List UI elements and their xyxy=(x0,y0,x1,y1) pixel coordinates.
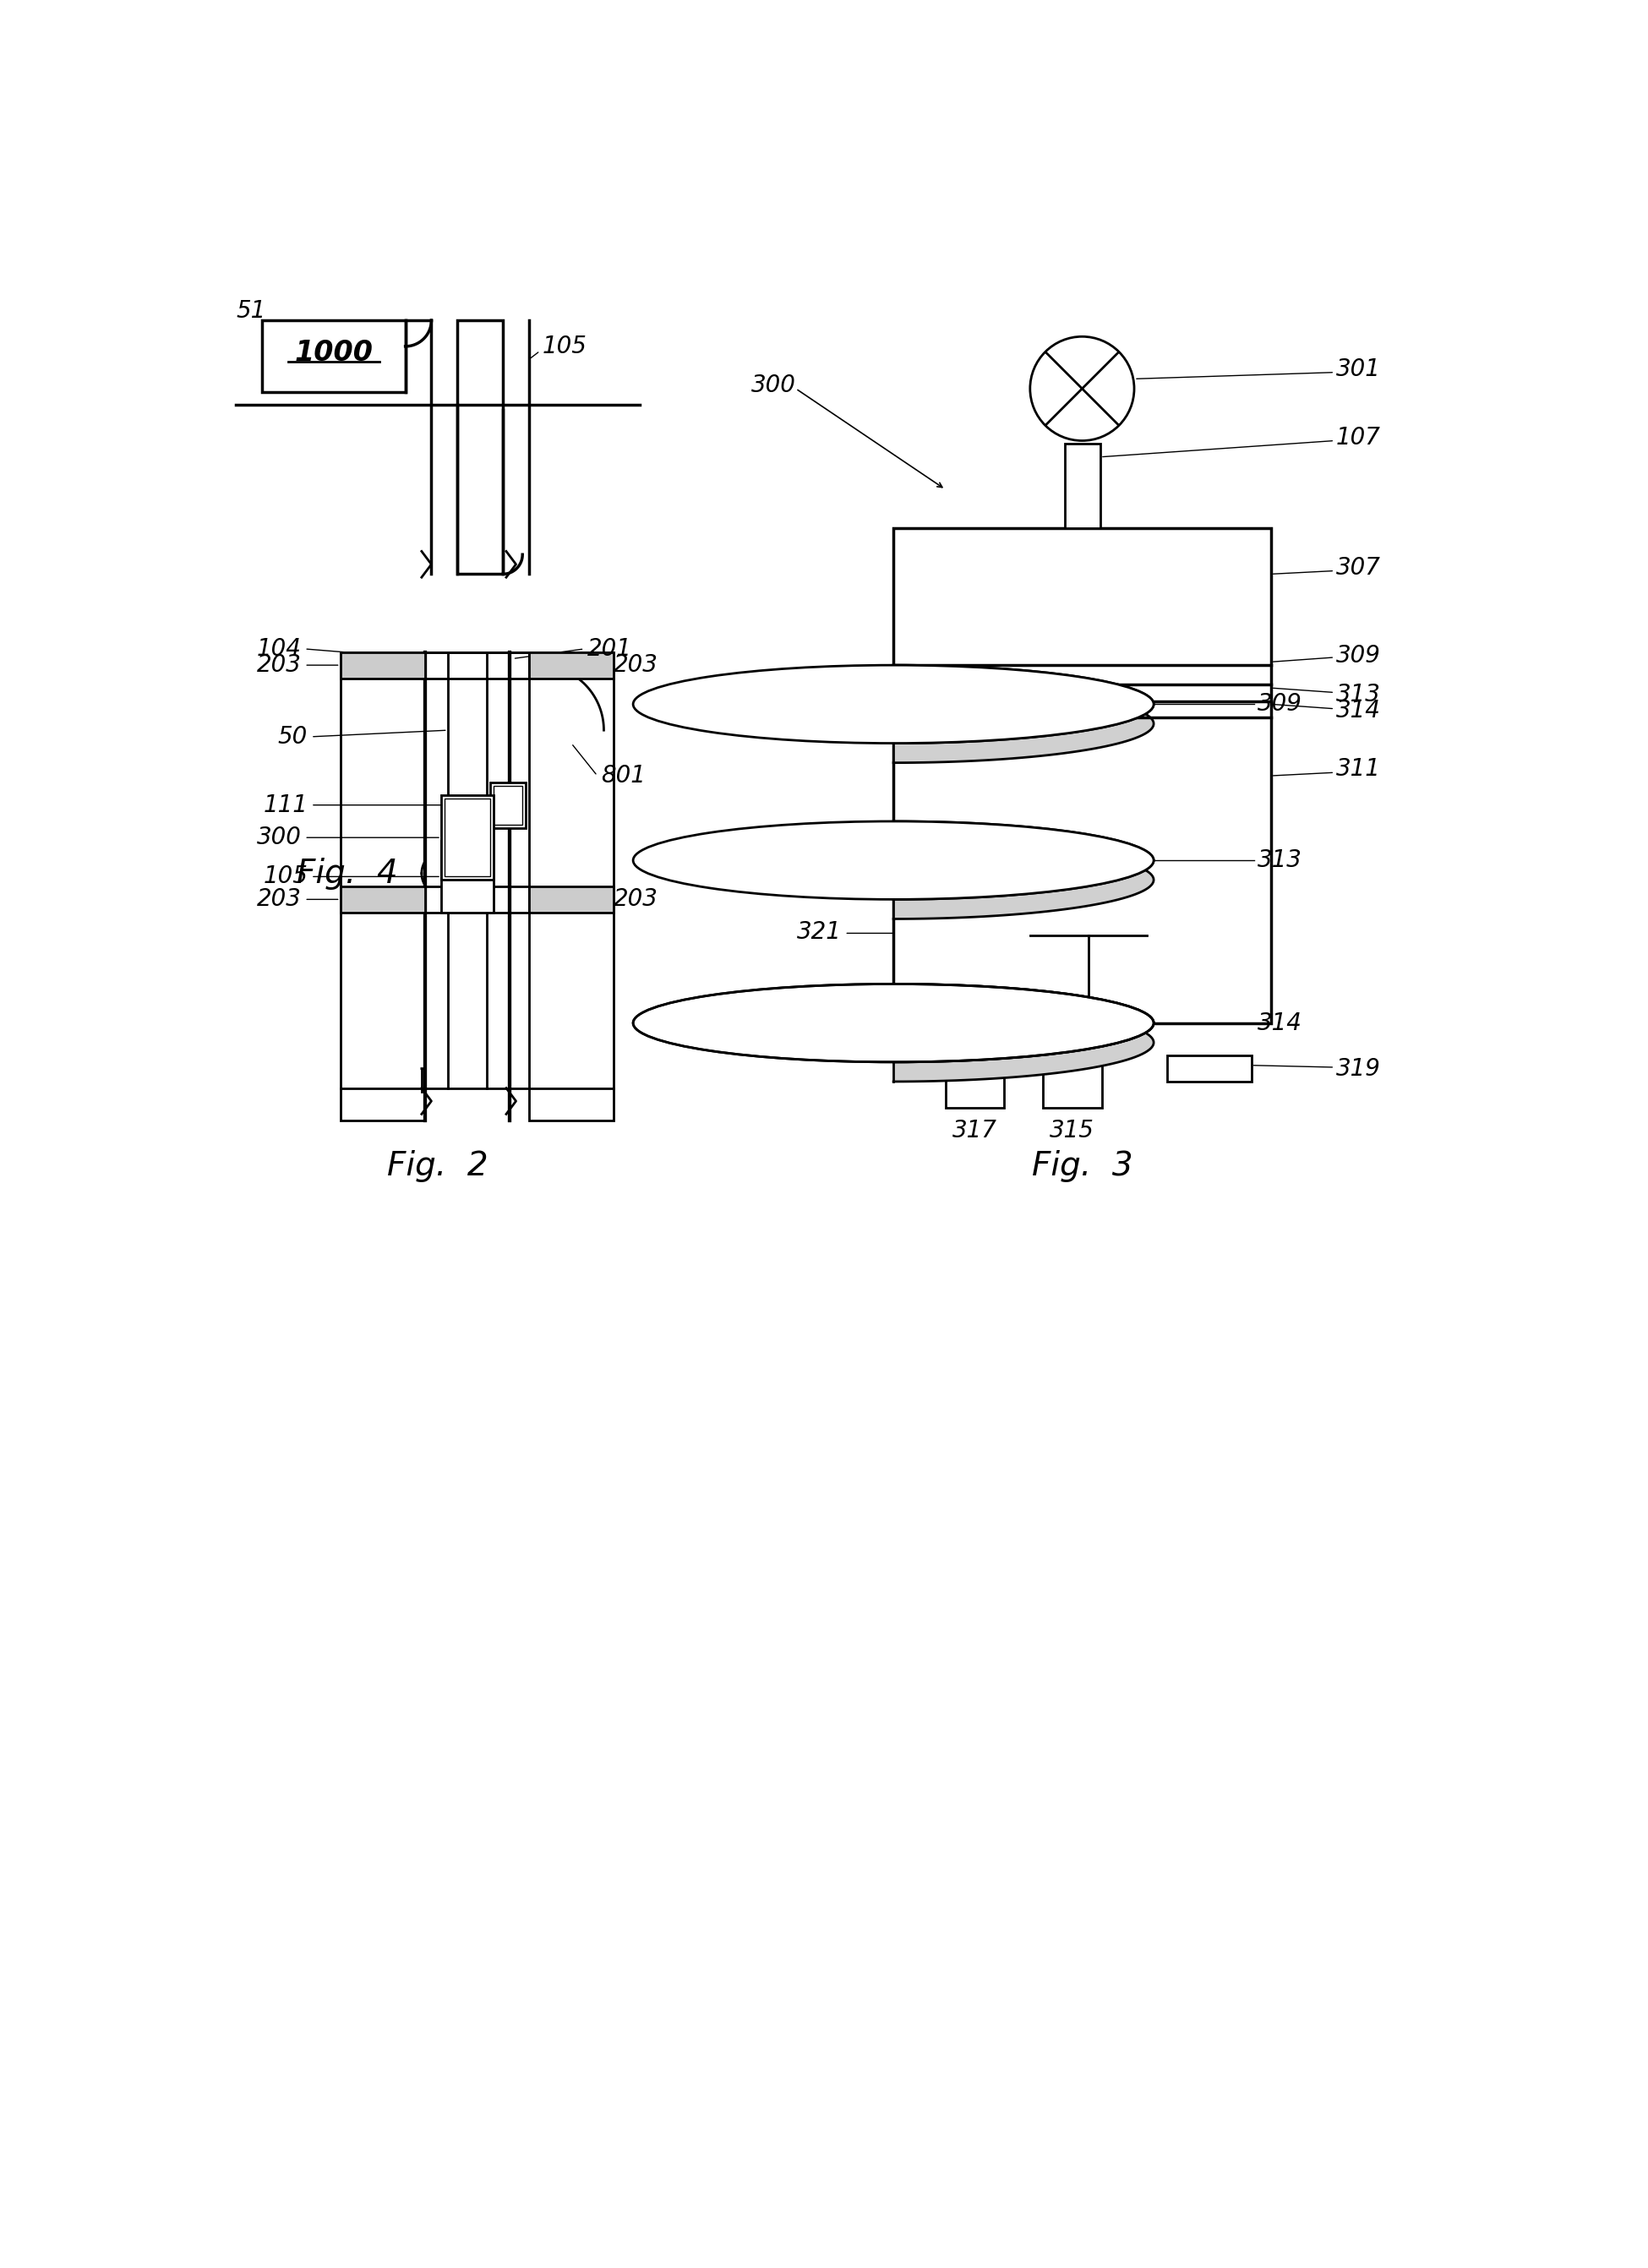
Text: 314: 314 xyxy=(1257,1012,1302,1034)
Polygon shape xyxy=(893,984,1154,1082)
Bar xyxy=(445,798,489,878)
Bar xyxy=(946,1023,1004,1107)
Bar xyxy=(425,653,509,1120)
Bar xyxy=(489,782,526,828)
Bar xyxy=(529,887,613,912)
Text: Fig.  2: Fig. 2 xyxy=(387,1150,488,1182)
Ellipse shape xyxy=(1030,336,1134,440)
Text: 309: 309 xyxy=(1337,644,1381,667)
Text: 203: 203 xyxy=(257,653,302,676)
Bar xyxy=(493,785,522,826)
Text: 104: 104 xyxy=(257,637,302,660)
Text: 203: 203 xyxy=(257,887,302,912)
Text: 300: 300 xyxy=(751,374,796,397)
Bar xyxy=(529,653,613,1120)
Bar xyxy=(1043,1023,1101,1107)
Bar xyxy=(442,841,493,912)
Text: 313: 313 xyxy=(1337,683,1381,705)
Polygon shape xyxy=(893,665,1154,762)
Ellipse shape xyxy=(633,984,1154,1061)
Bar xyxy=(262,320,405,392)
Bar xyxy=(442,796,493,880)
Text: 105: 105 xyxy=(264,864,308,889)
Text: 315: 315 xyxy=(1050,1118,1094,1143)
Bar xyxy=(893,528,1271,1023)
Ellipse shape xyxy=(633,665,1154,744)
Bar xyxy=(339,653,425,678)
Text: 313: 313 xyxy=(1257,848,1302,873)
Text: 50: 50 xyxy=(279,726,308,748)
Text: 111: 111 xyxy=(264,794,308,816)
Text: 801: 801 xyxy=(600,764,646,787)
Text: 314: 314 xyxy=(1337,699,1381,723)
Text: 107: 107 xyxy=(1337,426,1381,449)
Text: 301: 301 xyxy=(1337,358,1381,381)
Text: 311: 311 xyxy=(1337,758,1381,780)
Text: 309: 309 xyxy=(1257,692,1302,717)
Text: Fig.  3: Fig. 3 xyxy=(1032,1150,1132,1182)
Bar xyxy=(529,653,613,678)
Text: 201: 201 xyxy=(588,637,633,660)
Text: 1000: 1000 xyxy=(295,338,372,367)
Text: 51: 51 xyxy=(236,299,265,322)
Text: 319: 319 xyxy=(1337,1057,1381,1080)
Polygon shape xyxy=(893,821,1154,919)
Text: 317: 317 xyxy=(953,1118,997,1143)
Ellipse shape xyxy=(633,821,1154,900)
Text: 321: 321 xyxy=(796,921,842,943)
Text: 105: 105 xyxy=(542,333,587,358)
Text: 203: 203 xyxy=(613,653,658,676)
Bar xyxy=(458,320,503,574)
Bar xyxy=(1167,1055,1251,1082)
Bar xyxy=(236,320,432,406)
Bar xyxy=(339,887,425,912)
Text: Fig.  4: Fig. 4 xyxy=(297,857,397,889)
Bar xyxy=(432,320,529,574)
Text: 203: 203 xyxy=(613,887,658,912)
Text: 300: 300 xyxy=(257,826,302,850)
Text: 307: 307 xyxy=(1337,556,1381,578)
Bar xyxy=(339,653,425,1120)
Bar xyxy=(1065,445,1101,528)
